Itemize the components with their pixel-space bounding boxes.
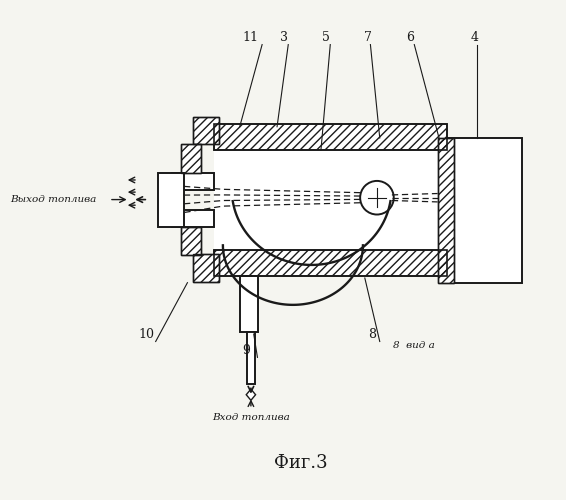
Text: 6: 6 <box>406 30 414 44</box>
Bar <box>193 254 219 281</box>
Bar <box>447 138 522 282</box>
Bar <box>213 124 447 150</box>
Text: Вход топлива: Вход топлива <box>212 414 290 422</box>
Bar <box>171 210 213 226</box>
Bar <box>157 174 184 227</box>
Bar <box>193 118 219 144</box>
Bar <box>247 332 255 384</box>
Text: 4: 4 <box>471 30 479 44</box>
Text: 8  вид а: 8 вид а <box>393 340 435 349</box>
Text: Фиг.3: Фиг.3 <box>273 454 327 472</box>
Bar <box>193 254 219 281</box>
Text: 10: 10 <box>138 328 155 340</box>
Text: 11: 11 <box>243 30 259 44</box>
Text: 9: 9 <box>242 344 250 358</box>
Bar <box>171 174 213 190</box>
Text: 7: 7 <box>364 30 371 44</box>
Bar <box>181 226 201 254</box>
Polygon shape <box>246 389 256 400</box>
Bar <box>240 276 258 332</box>
Bar <box>213 250 447 276</box>
Text: 5: 5 <box>321 30 329 44</box>
Bar <box>438 138 454 282</box>
Bar <box>213 250 447 276</box>
Bar <box>213 150 447 250</box>
Bar <box>181 144 201 174</box>
Bar <box>181 226 201 254</box>
Bar <box>438 138 454 282</box>
Bar <box>181 144 201 174</box>
Bar <box>213 124 447 150</box>
Bar <box>193 118 219 144</box>
Text: Выход топлива: Выход топлива <box>11 195 97 204</box>
Text: 8: 8 <box>368 328 376 340</box>
Text: 3: 3 <box>280 30 288 44</box>
Circle shape <box>360 181 394 214</box>
